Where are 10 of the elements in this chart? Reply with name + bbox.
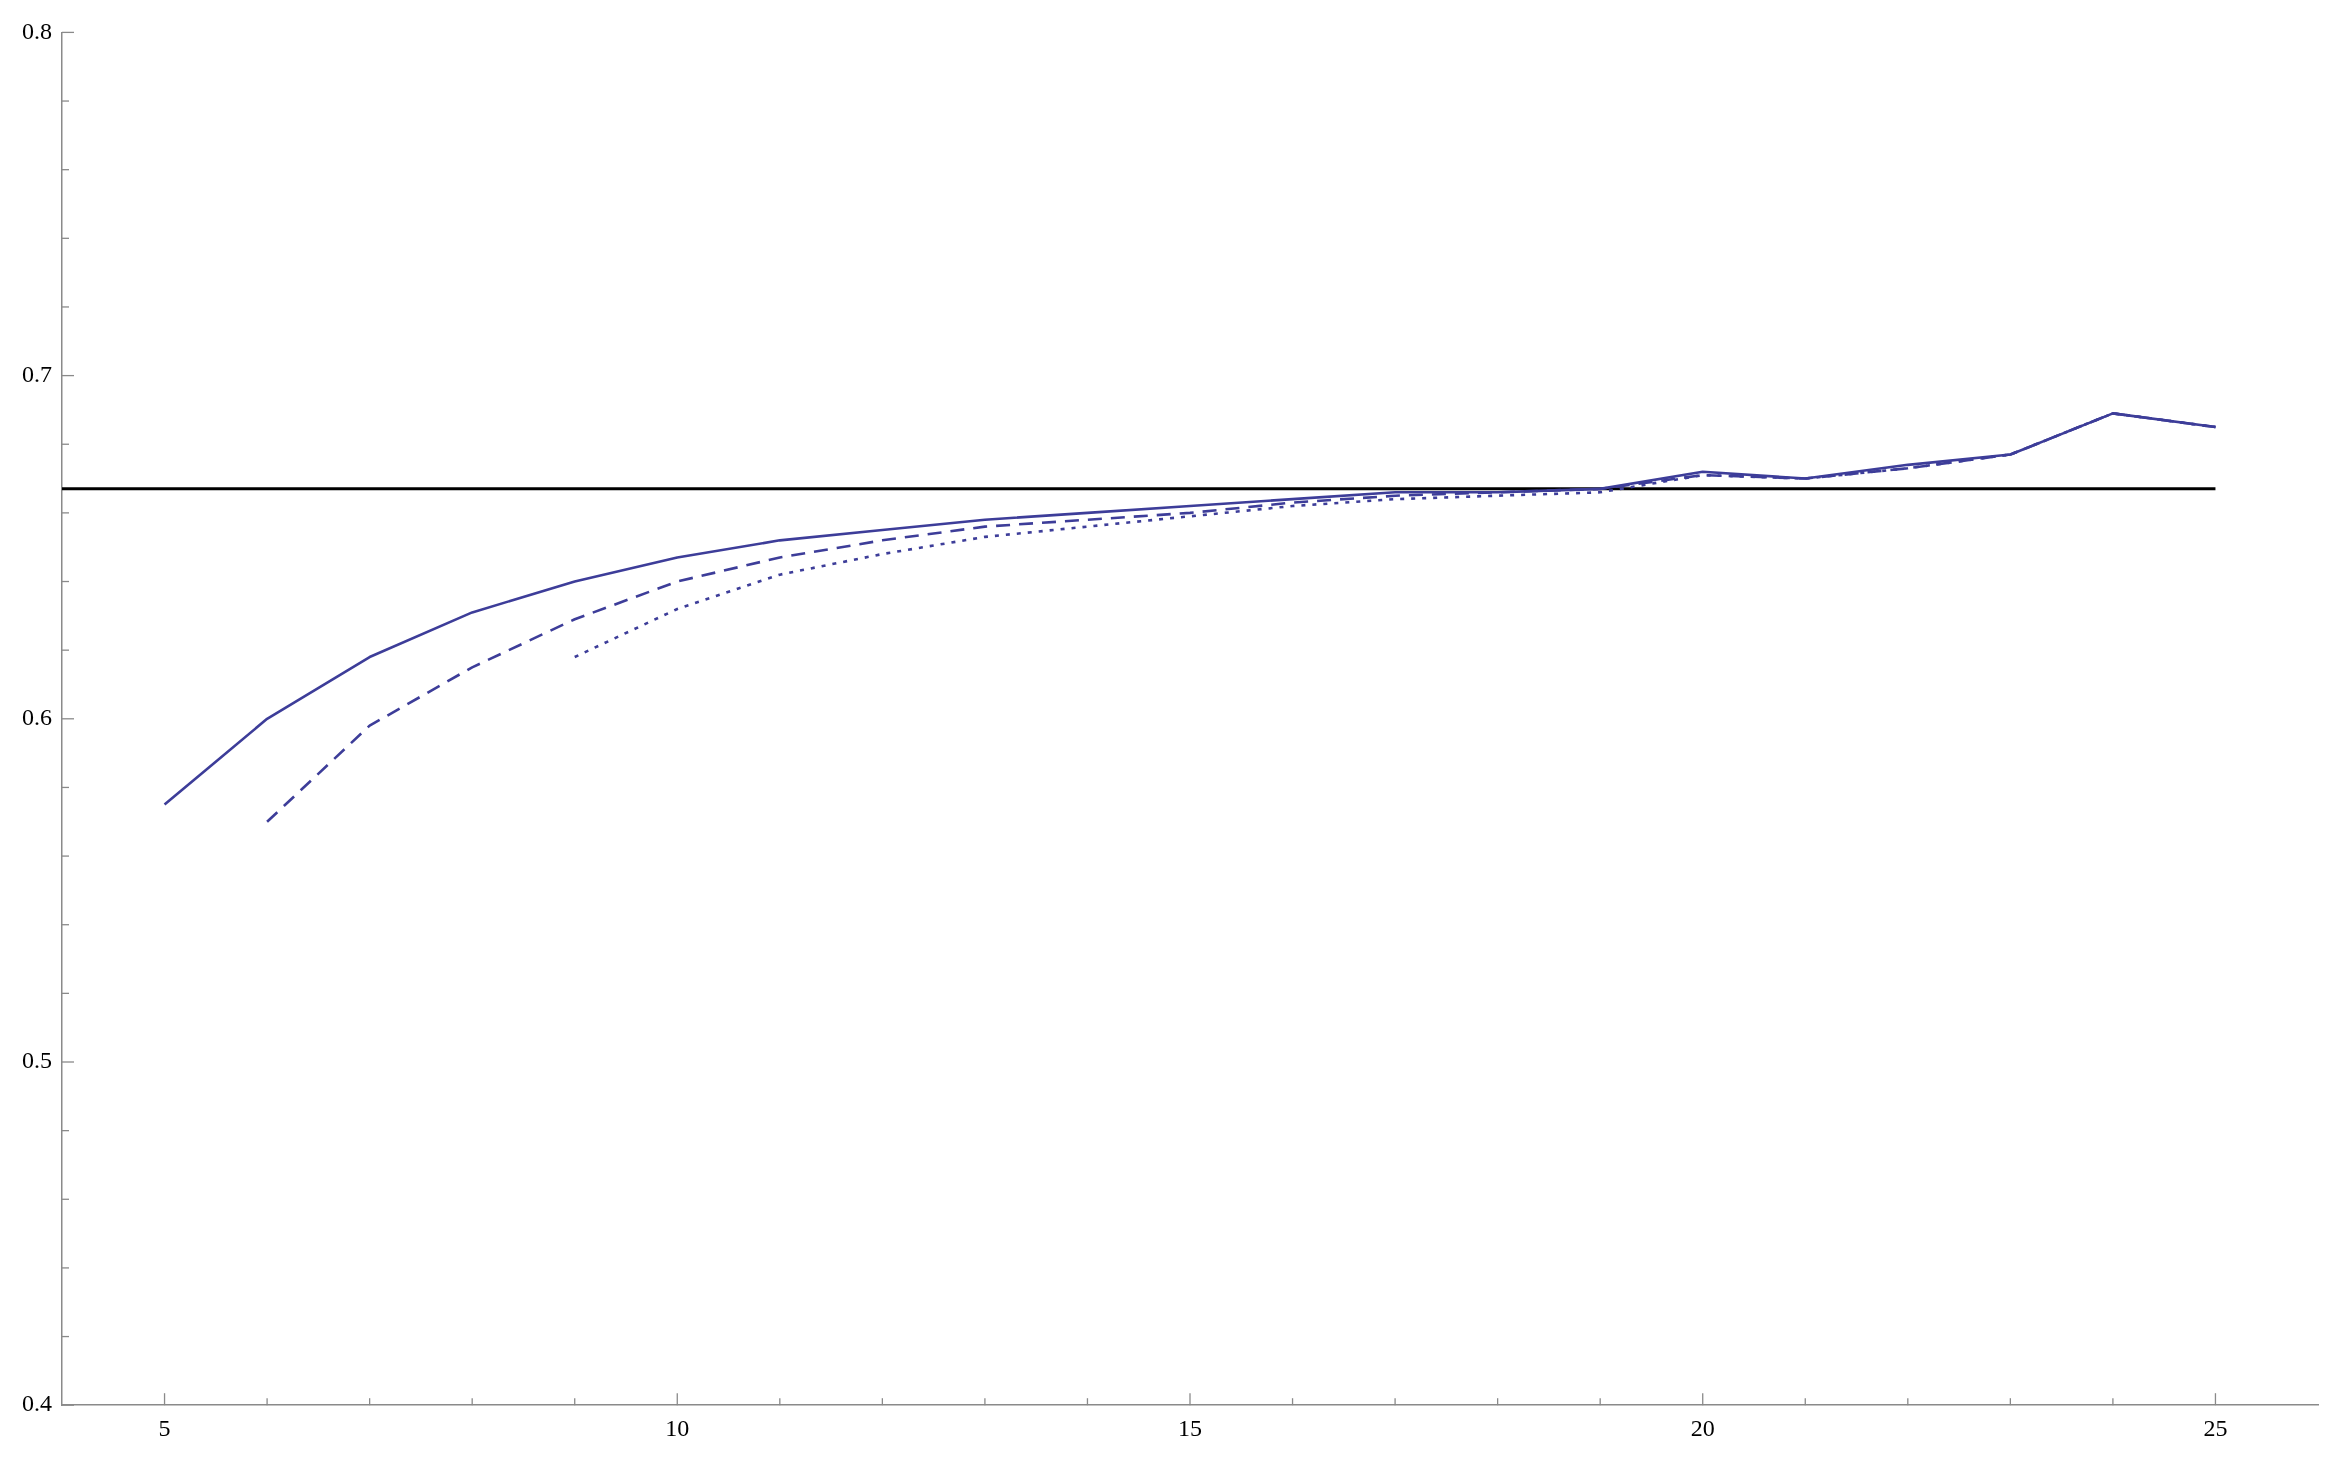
x-tick-label: 20	[1690, 1414, 1715, 1441]
y-tick-label: 0.6	[22, 704, 52, 731]
x-tick-label: 10	[665, 1414, 690, 1441]
x-tick-label: 5	[158, 1414, 171, 1441]
x-tick-label: 15	[1178, 1414, 1202, 1441]
y-tick-label: 0.8	[22, 17, 52, 44]
y-tick-label: 0.4	[22, 1390, 52, 1417]
y-tick-label: 0.7	[22, 360, 52, 387]
y-tick-label: 0.5	[22, 1047, 52, 1074]
x-tick-label: 25	[2203, 1414, 2228, 1441]
